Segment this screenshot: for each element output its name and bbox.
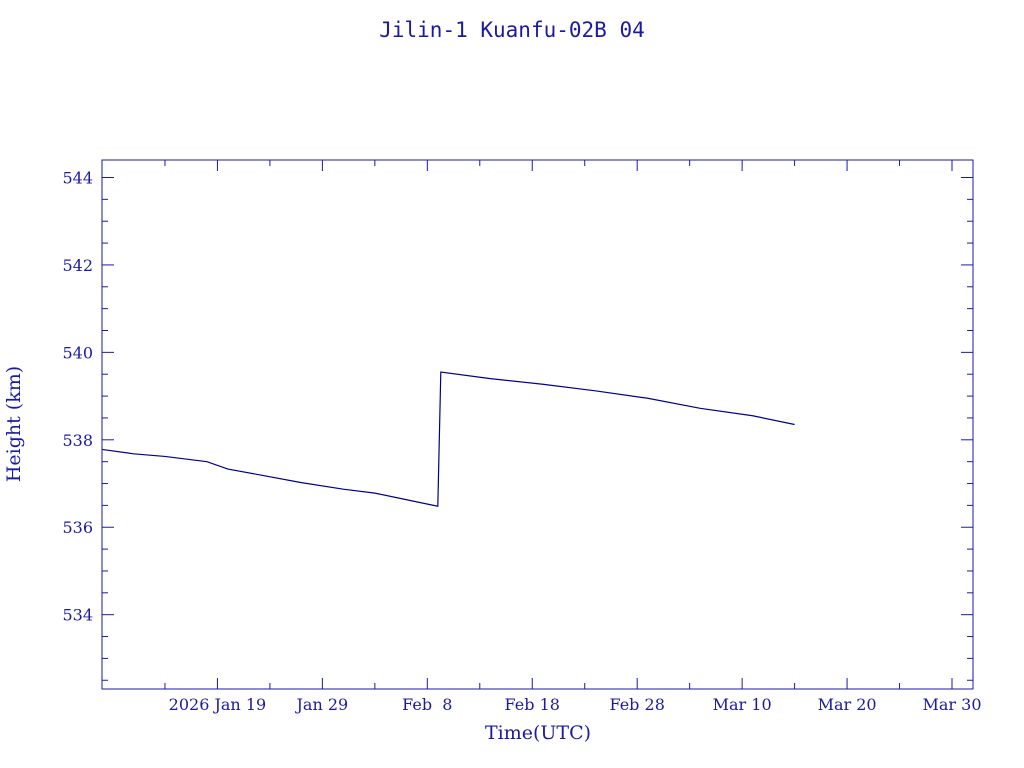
x-tick-label: Feb 28 [609,695,664,714]
y-tick-label: 536 [62,518,93,537]
x-tick-label: Mar 20 [818,695,877,714]
y-tick-label: 534 [62,606,93,625]
y-tick-label: 542 [62,256,93,275]
y-tick-label: 540 [62,343,93,362]
x-tick-label: 2026 Jan 19 [169,695,267,714]
x-axis-title: Time(UTC) [485,722,591,744]
x-tick-label: Mar 10 [713,695,772,714]
y-tick-label: 544 [62,168,93,187]
series-line [101,371,795,507]
y-axis-title: Height (km) [3,366,25,482]
axis-ticks [102,160,973,689]
tick-labels: 2026 Jan 19 Jan 29 Feb 8 Feb 18 Feb 28 Mar 10… [62,168,981,714]
y-tick-label: 538 [62,431,93,450]
x-tick-label: Feb 18 [505,695,560,714]
chart-title: Jilin-1 Kuanfu-02B 04 [379,18,645,42]
x-tick-label: Feb 8 [402,695,452,714]
plot-frame [101,159,974,690]
x-tick-label: Mar 30 [923,695,982,714]
x-tick-label: Jan 29 [295,695,349,714]
